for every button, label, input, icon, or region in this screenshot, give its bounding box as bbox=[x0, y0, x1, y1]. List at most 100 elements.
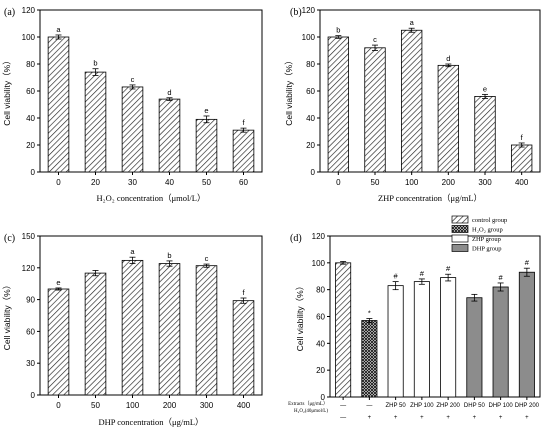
significance-label: # bbox=[446, 264, 451, 273]
panel-label: (a) bbox=[4, 7, 15, 18]
bar bbox=[400, 29, 423, 173]
significance-label: f bbox=[521, 133, 524, 142]
bar bbox=[518, 271, 535, 398]
significance-label: # bbox=[394, 272, 399, 281]
panel-label: (d) bbox=[290, 233, 302, 244]
h2o2-treatment-label: + bbox=[473, 415, 477, 421]
y-tick-label: 60 bbox=[306, 87, 315, 96]
y-tick-label: 80 bbox=[26, 60, 35, 69]
x-tick-label: 40 bbox=[165, 178, 174, 187]
x-tick-label: 100 bbox=[405, 178, 419, 187]
significance-label: d bbox=[446, 54, 450, 63]
bar bbox=[47, 36, 70, 173]
row-label-h2o2: H₂O₂(40μmol/L) bbox=[294, 409, 328, 414]
chart-panel-b: 0 20 40 60 80 100 120(b) Cell viability（%） b 0 c 50… bbox=[284, 6, 541, 203]
y-tick-label: 0 bbox=[311, 168, 316, 177]
y-tick-label: 120 bbox=[22, 264, 36, 273]
h2o2-treatment-label: — bbox=[340, 415, 346, 421]
significance-label: d bbox=[167, 88, 171, 97]
legend-swatch bbox=[451, 244, 469, 252]
plot-frame bbox=[39, 235, 263, 396]
extract-label: DHP 50 bbox=[464, 403, 486, 409]
significance-label: b bbox=[93, 59, 97, 68]
legend-label: ZHP group bbox=[472, 236, 501, 243]
y-tick-label: 120 bbox=[22, 6, 36, 15]
x-tick-label: 300 bbox=[200, 401, 214, 410]
y-tick-label: 80 bbox=[306, 60, 315, 69]
x-tick-label: 20 bbox=[91, 178, 100, 187]
significance-label: a bbox=[130, 247, 135, 256]
y-tick-label: 0 bbox=[321, 393, 326, 402]
plot-frame bbox=[319, 9, 541, 173]
y-axis-label: Cell viability（%） bbox=[295, 282, 305, 351]
significance-label: f bbox=[242, 288, 245, 297]
chart-panel-d: 0 20 40 60 80 100 120 (d) Cell viability（%） — — * — +… bbox=[288, 215, 541, 421]
y-tick-label: 0 bbox=[31, 168, 36, 177]
y-axis-label: Cell viability（%） bbox=[2, 281, 12, 350]
h2o2-treatment-label: + bbox=[420, 415, 424, 421]
bar bbox=[440, 277, 457, 398]
y-tick-label: 20 bbox=[306, 141, 315, 150]
x-tick-label: 200 bbox=[163, 401, 177, 410]
bar bbox=[437, 64, 460, 173]
y-tick-label: 120 bbox=[312, 232, 326, 241]
y-tick-label: 100 bbox=[22, 33, 36, 42]
bar bbox=[335, 262, 352, 398]
panel-label: (c) bbox=[4, 233, 15, 244]
x-tick-label: 60 bbox=[239, 178, 248, 187]
bar bbox=[492, 286, 509, 398]
y-tick-label: 40 bbox=[26, 114, 35, 123]
bar bbox=[195, 265, 218, 396]
bar bbox=[387, 285, 404, 398]
bar bbox=[121, 259, 144, 396]
y-tick-label: 60 bbox=[316, 313, 325, 322]
extract-label: DHP 100 bbox=[489, 403, 514, 409]
significance-label: b bbox=[167, 251, 171, 260]
row-label-extracts: Extracts（μg/mL） bbox=[288, 401, 328, 407]
bar bbox=[195, 118, 218, 173]
extract-label: DHP 200 bbox=[515, 403, 540, 409]
legend: control group H₂O₂ group ZHP group DHP grou… bbox=[451, 215, 507, 253]
bar bbox=[510, 144, 533, 173]
x-tick-label: 30 bbox=[128, 178, 137, 187]
h2o2-treatment-label: + bbox=[446, 415, 450, 421]
significance-label: # bbox=[499, 273, 504, 282]
y-tick-label: 80 bbox=[316, 286, 325, 295]
bar bbox=[466, 297, 483, 398]
y-tick-label: 90 bbox=[26, 296, 35, 305]
significance-label: a bbox=[410, 18, 415, 27]
significance-label: # bbox=[420, 269, 425, 278]
y-tick-label: 0 bbox=[31, 391, 36, 400]
bar bbox=[158, 98, 181, 173]
significance-label: b bbox=[336, 26, 340, 35]
bar bbox=[361, 320, 378, 398]
legend-label: DHP group bbox=[472, 246, 502, 253]
chart-panel-c: 0 30 60 90 120 150 (c) Cell viability（%） e 0 50 a 10… bbox=[2, 232, 263, 427]
h2o2-treatment-label: + bbox=[394, 415, 398, 421]
bar bbox=[364, 47, 386, 173]
x-axis-label: H₂O₂ concentration（μmol/L） bbox=[97, 193, 206, 203]
plot-frame bbox=[39, 9, 263, 173]
x-tick-label: 0 bbox=[56, 401, 61, 410]
legend-label: H₂O₂ group bbox=[472, 227, 503, 234]
x-axis-label: DHP concentration（μg/mL） bbox=[98, 417, 203, 427]
bar bbox=[84, 272, 107, 396]
extract-label: ZHP 200 bbox=[436, 403, 460, 409]
y-tick-label: 150 bbox=[22, 232, 36, 241]
significance-label: e bbox=[483, 84, 487, 93]
chart-panel-a: 0 20 40 60 80 100 120 (a) Cell viability（%） a 0 b 20… bbox=[2, 6, 263, 203]
x-tick-label: 0 bbox=[336, 178, 341, 187]
x-tick-label: 50 bbox=[202, 178, 211, 187]
legend-swatch bbox=[451, 234, 469, 243]
bar bbox=[84, 71, 107, 173]
x-tick-label: 200 bbox=[442, 178, 456, 187]
y-tick-label: 100 bbox=[312, 259, 326, 268]
bar bbox=[121, 86, 144, 173]
h2o2-treatment-label: + bbox=[525, 415, 529, 421]
x-tick-label: 50 bbox=[91, 401, 100, 410]
legend-label: control group bbox=[472, 217, 507, 224]
y-tick-label: 20 bbox=[316, 366, 325, 375]
bar bbox=[47, 288, 70, 396]
y-tick-label: 20 bbox=[26, 141, 35, 150]
significance-label: a bbox=[56, 25, 61, 34]
